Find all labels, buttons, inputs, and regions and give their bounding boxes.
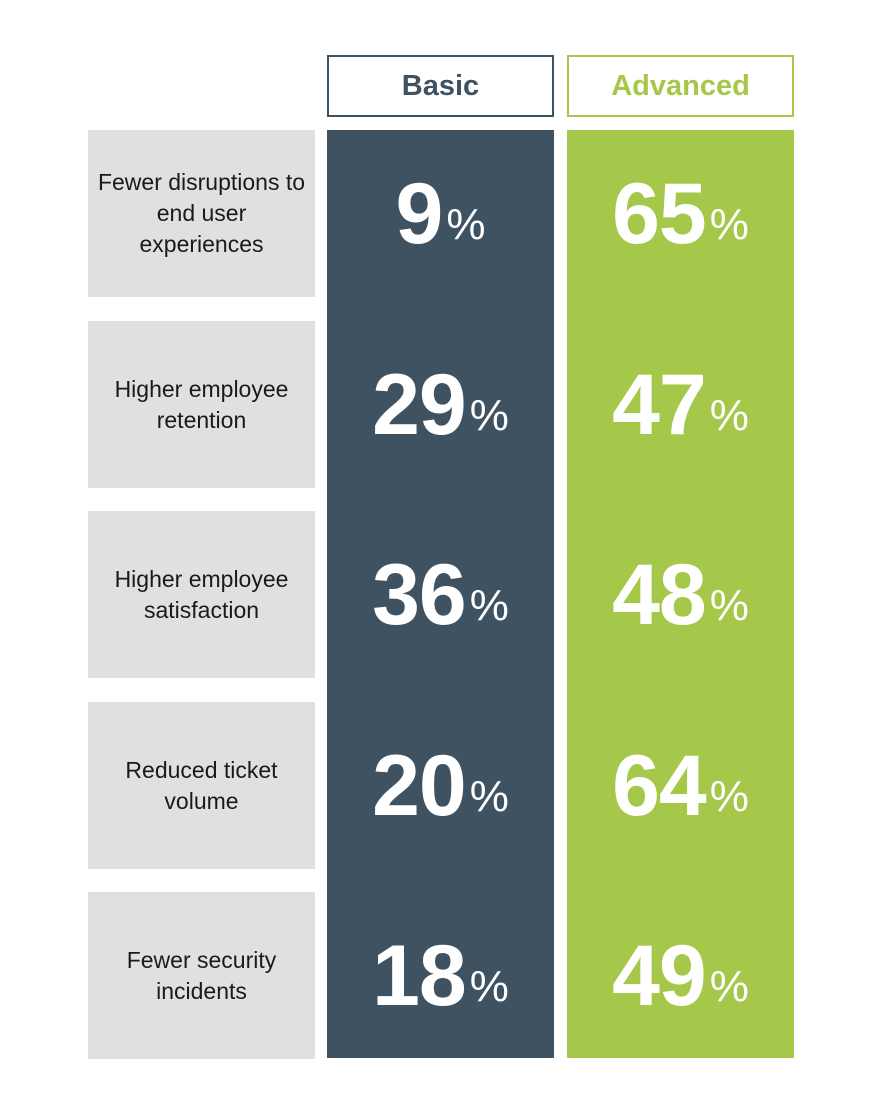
row-label: Fewer security incidents: [88, 892, 315, 1059]
basic-value-cell: 29%: [327, 321, 554, 488]
percent-sign: %: [469, 771, 509, 821]
percent-sign: %: [469, 390, 509, 440]
basic-value-cell: 18%: [327, 892, 554, 1059]
advanced-value-cell: 64%: [567, 702, 794, 869]
advanced-value-cell: 47%: [567, 321, 794, 488]
basic-value: 29: [372, 356, 467, 453]
percent-sign: %: [709, 771, 749, 821]
percent-sign: %: [446, 199, 486, 249]
advanced-value-cell: 48%: [567, 511, 794, 678]
row-label: Fewer disruptions to end user experience…: [88, 130, 315, 297]
advanced-value: 47: [612, 356, 707, 453]
advanced-value-cell: 49%: [567, 892, 794, 1059]
percent-sign: %: [709, 199, 749, 249]
basic-value: 9: [395, 165, 444, 262]
percent-sign: %: [709, 580, 749, 630]
advanced-value: 49: [612, 927, 707, 1024]
basic-value-cell: 20%: [327, 702, 554, 869]
advanced-column-header: Advanced: [567, 55, 794, 117]
basic-value-cell: 9%: [327, 130, 554, 297]
percent-sign: %: [709, 390, 749, 440]
basic-value-cell: 36%: [327, 511, 554, 678]
percent-sign: %: [469, 961, 509, 1011]
basic-value: 20: [372, 737, 467, 834]
advanced-value: 65: [612, 165, 707, 262]
basic-column-header: Basic: [327, 55, 554, 117]
advanced-value-cell: 65%: [567, 130, 794, 297]
row-label: Higher employee retention: [88, 321, 315, 488]
row-label: Reduced ticket volume: [88, 702, 315, 869]
percent-sign: %: [709, 961, 749, 1011]
row-label: Higher employee satisfaction: [88, 511, 315, 678]
percent-sign: %: [469, 580, 509, 630]
advanced-value: 48: [612, 546, 707, 643]
advanced-value: 64: [612, 737, 707, 834]
basic-column-background: [327, 130, 554, 1058]
basic-value: 36: [372, 546, 467, 643]
basic-value: 18: [372, 927, 467, 1024]
advanced-column-background: [567, 130, 794, 1058]
